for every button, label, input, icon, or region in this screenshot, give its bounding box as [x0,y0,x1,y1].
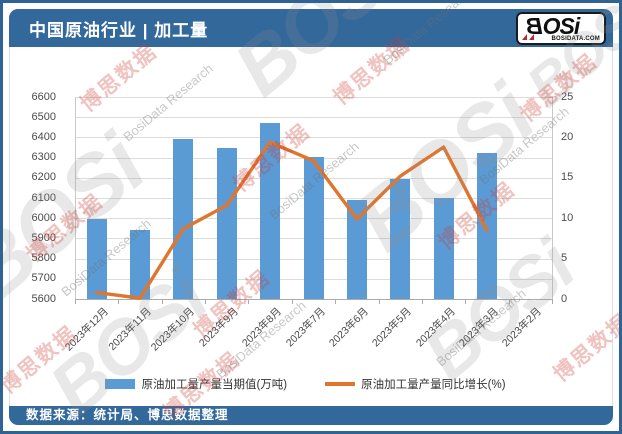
left-axis-line [75,97,76,299]
bosi-logo: BOSi BOSIDATA.COM [516,11,606,45]
bar-2023年9月 [216,147,237,299]
category-tick [378,300,380,304]
left-axis-tick-label: 6400 [31,130,56,143]
bar-2023年5月 [390,178,411,299]
left-axis-tick-label: 6500 [31,110,56,123]
category-tick [421,300,423,304]
category-tick [335,300,337,304]
bosi-logo-letters-osi: OSi [542,12,581,39]
gridline [75,97,552,98]
legend-label: 原油加工量产量同比增长(%) [361,379,506,391]
right-axis-tick-label: 15 [561,171,574,184]
left-axis-tick-label: 6000 [31,211,56,224]
gridline [75,117,552,119]
right-axis-tick-label: 10 [561,211,574,224]
category-tick [465,300,467,304]
category-tick [75,300,76,304]
left-axis-tick-label: 5800 [31,252,56,265]
bottom-axis-line [75,299,553,300]
bar-2023年6月 [346,200,367,299]
left-axis-tick-label: 5900 [31,231,56,244]
page-title: 中国原油行业 | 加工量 [29,20,209,40]
bosi-logo-text: BOSi [527,11,581,42]
legend-bar-swatch-icon [105,379,136,389]
category-tick [248,300,250,304]
right-axis-tick-label: 0 [561,292,568,305]
right-axis-tick-label: 25 [561,90,574,103]
legend-item: 原油加工量产量同比增长(%) [325,376,506,392]
legend-line-swatch-icon [325,382,356,386]
right-axis-tick-label: 20 [561,130,574,143]
left-axis-tick-label: 6600 [31,90,56,103]
left-axis-tick-label: 5600 [31,292,56,305]
bar-2023年3月 [476,152,497,299]
header-bar: 中国原油行业 | 加工量 BOSi BOSIDATA.COM [9,9,613,47]
bar-2023年8月 [260,123,281,299]
legend-item: 原油加工量产量当期值(万吨) [105,376,287,392]
category-tick [205,300,207,304]
left-axis-tick-label: 5700 [31,272,56,285]
right-axis-tick-label: 5 [561,252,568,265]
red-triangle-icon [522,33,527,40]
legend: 原油加工量产量当期值(万吨) 原油加工量产量同比增长(%) [64,376,547,392]
left-axis-tick-label: 6200 [31,171,56,184]
category-tick [552,300,553,304]
footer-bar: 数据来源：统计局、博思数据整理 [9,406,613,425]
category-tick [118,300,120,304]
bar-2023年11月 [130,230,151,299]
red-triangle-icon [529,33,534,40]
category-tick [291,300,293,304]
bar-2023年12月 [86,219,107,299]
bosi-logo-triangles-icon [522,33,534,40]
left-axis-tick-label: 6300 [31,151,56,164]
category-tick [161,300,163,304]
bar-2023年10月 [173,139,194,299]
left-axis-tick-label: 6100 [31,191,56,204]
bosi-logo-domain: BOSIDATA.COM [551,35,600,42]
bar-2023年4月 [433,198,454,299]
bar-2023年7月 [303,156,324,299]
gridline [75,137,552,139]
legend-label: 原油加工量产量当期值(万吨) [141,379,288,391]
category-tick [508,300,510,304]
right-axis-line [552,97,553,299]
